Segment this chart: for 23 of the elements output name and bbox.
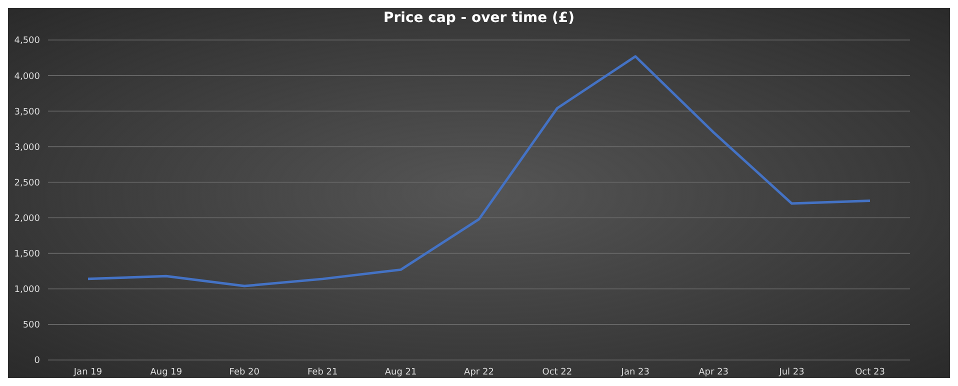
x-tick-label: Aug 19 [150, 367, 182, 378]
y-tick-label: 2,000 [14, 214, 40, 224]
x-tick-label: Oct 22 [542, 367, 572, 378]
x-tick-label: Aug 21 [384, 367, 417, 378]
x-tick-label: Feb 20 [229, 367, 260, 378]
chart-title: Price cap - over time (£) [382, 9, 576, 28]
y-tick-label: 1,000 [14, 285, 40, 296]
y-tick-label: 4,500 [14, 36, 40, 46]
x-tick-label: Jan 19 [72, 367, 102, 378]
line-series [86, 55, 872, 288]
y-tick-label: 500 [22, 320, 40, 331]
x-tick-label: Feb 21 [307, 367, 338, 378]
x-tick-label: Apr 23 [698, 367, 729, 378]
x-tick-label: Apr 22 [464, 367, 494, 378]
y-tick-label: 3,500 [14, 107, 40, 118]
y-tick-label: 0 [34, 356, 40, 366]
x-tick-label: Jan 23 [620, 367, 650, 378]
y-tick-label: 1,500 [14, 250, 40, 260]
y-tick-label: 3,000 [14, 142, 40, 153]
y-tick-label: 2,500 [14, 178, 40, 188]
y-tick-label: 4,000 [14, 72, 40, 82]
x-tick-label: Oct 23 [855, 367, 885, 378]
x-tick-label: Jul 23 [778, 367, 804, 378]
